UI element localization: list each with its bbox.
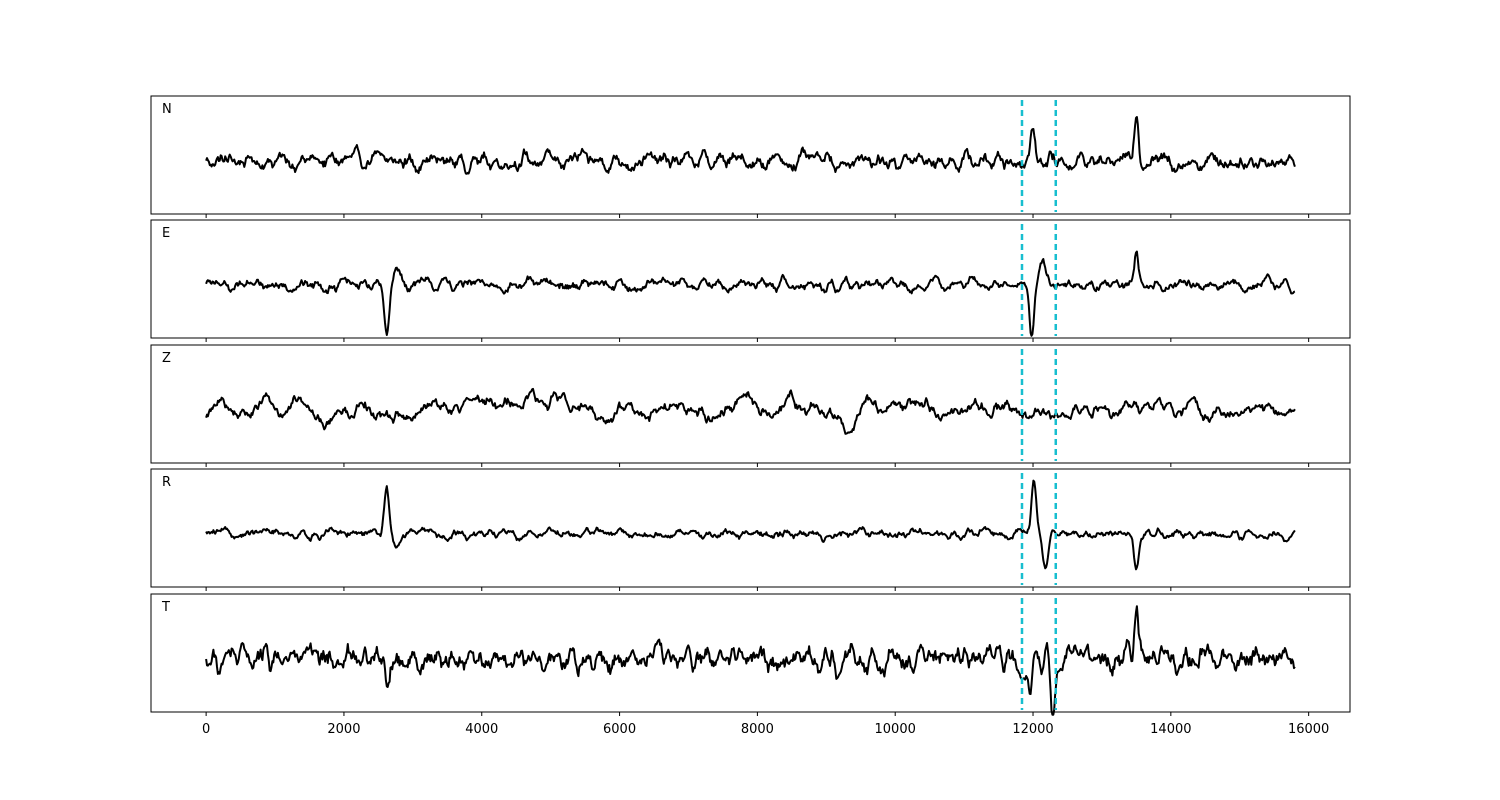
panel-frame [150, 344, 1351, 464]
panel-label: E [162, 226, 170, 241]
panel-R: R [150, 468, 1351, 591]
panel-label: N [162, 102, 172, 117]
panels-layer: N E Z R T [150, 95, 1351, 716]
x-tick-label: 14000 [1150, 722, 1191, 737]
x-tick-label: 12000 [1012, 722, 1053, 737]
x-tick-label: 6000 [603, 722, 636, 737]
x-tick-label: 10000 [875, 722, 916, 737]
panel-frame [150, 95, 1351, 215]
panel-label: R [162, 475, 171, 490]
panel-label: Z [162, 351, 171, 366]
panel-frame [150, 219, 1351, 339]
trace-E [205, 250, 1296, 337]
panel-E: E [150, 219, 1351, 342]
trace-Z [205, 387, 1296, 435]
panel-N: N [150, 95, 1351, 218]
x-axis: 0 2000 4000 6000 8000 10000 12000 14000 16000 [202, 722, 1329, 737]
panel-frame [150, 468, 1351, 588]
x-tick-label: 16000 [1288, 722, 1329, 737]
trace-T [205, 605, 1296, 716]
panel-Z: Z [150, 344, 1351, 467]
panel-label: T [161, 600, 170, 615]
x-tick-label: 2000 [327, 722, 360, 737]
panel-T: T [150, 593, 1351, 716]
trace-N [205, 116, 1296, 175]
panel-frame [150, 593, 1351, 713]
x-tick-label: 0 [202, 722, 210, 737]
x-tick-label: 8000 [741, 722, 774, 737]
x-tick-label: 4000 [465, 722, 498, 737]
trace-R [205, 479, 1296, 571]
